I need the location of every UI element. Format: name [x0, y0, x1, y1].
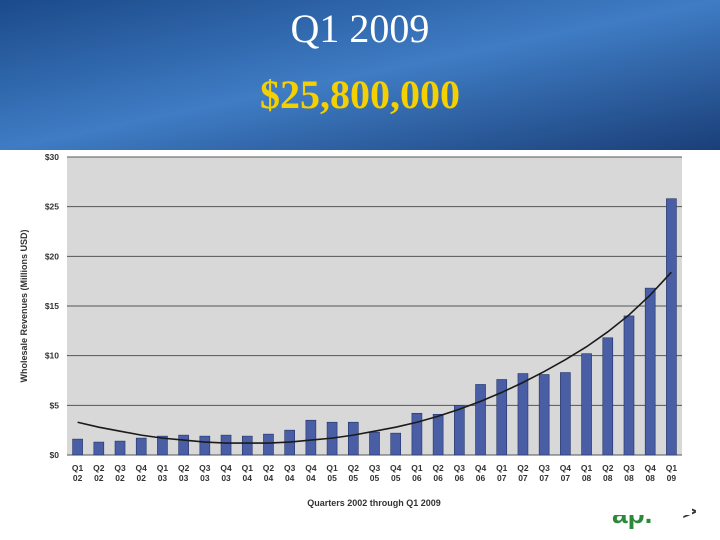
- bar: [241, 435, 253, 456]
- x-tick-label: Q3 02: [114, 463, 126, 483]
- bar: [114, 440, 126, 456]
- trend-line: [77, 271, 672, 444]
- header-band: [0, 0, 720, 150]
- y-tick-label: $0: [50, 450, 60, 460]
- bar: [411, 412, 423, 456]
- y-tick-label: $10: [45, 351, 59, 361]
- x-tick-label: Q2 03: [177, 463, 190, 483]
- x-tick-label: Q3 07: [538, 463, 550, 483]
- x-tick-label: Q2 02: [93, 463, 105, 483]
- x-tick-label: Q4 03: [220, 463, 232, 483]
- y-tick-label: $20: [45, 251, 59, 261]
- y-tick-label: $5: [50, 400, 60, 410]
- x-tick-label: Q4 06: [474, 463, 487, 483]
- x-tick-label: Q1 02: [71, 463, 84, 483]
- x-tick-label: Q1 03: [156, 463, 169, 483]
- x-tick-label: Q4 07: [559, 463, 572, 483]
- x-axis-label: Quarters 2002 through Q1 2009: [307, 498, 441, 508]
- x-tick-label: Q2 04: [262, 463, 275, 483]
- y-tick-label: $15: [45, 301, 59, 311]
- slide-subtitle: $25,800,000: [260, 72, 460, 117]
- x-tick-label: Q3 08: [623, 463, 635, 483]
- bar: [390, 432, 402, 456]
- x-tick-label: Q1 07: [496, 463, 508, 483]
- bar: [178, 434, 189, 456]
- bar: [475, 384, 486, 456]
- bar: [220, 434, 232, 456]
- bar: [623, 315, 635, 456]
- bar: [369, 431, 380, 456]
- bar: [93, 441, 105, 456]
- x-tick-label: Q4 02: [135, 463, 147, 483]
- x-tick-label: Q1 04: [241, 463, 253, 483]
- x-tick-label: Q3 04: [284, 463, 296, 483]
- bar: [581, 353, 592, 456]
- bar: [347, 421, 359, 456]
- x-tick-label: Q4 05: [390, 463, 402, 483]
- bar: [199, 435, 211, 456]
- x-tick-label: Q2 05: [347, 463, 359, 483]
- x-tick-label: Q4 08: [644, 463, 656, 483]
- bar: [432, 413, 444, 456]
- x-tick-label: Q2 06: [432, 463, 444, 483]
- bar: [560, 372, 571, 456]
- x-tick-label: Q2 08: [602, 463, 614, 483]
- bar: [666, 198, 677, 456]
- bar: [538, 374, 550, 456]
- y-tick-label: $30: [45, 152, 59, 162]
- x-tick-label: Q1 05: [326, 463, 338, 483]
- x-tick-label: Q3 05: [368, 463, 381, 483]
- bar: [72, 438, 83, 456]
- x-tick-label: Q2 07: [517, 463, 529, 483]
- bar: [454, 405, 465, 456]
- x-tick-label: Q3 06: [453, 463, 465, 483]
- x-tick-label: Q3 03: [199, 463, 211, 483]
- x-tick-label: Q1 06: [411, 463, 423, 483]
- y-tick-label: $25: [45, 202, 59, 212]
- bar: [602, 337, 614, 456]
- bar: [496, 379, 508, 456]
- bar: [517, 373, 529, 456]
- x-tick-label: Q1 09: [665, 463, 678, 483]
- bar: [644, 287, 656, 456]
- y-axis-label: Wholesale Revenues (Millions USD): [19, 229, 29, 382]
- bar: [157, 435, 168, 456]
- bar: [135, 437, 147, 456]
- x-tick-label: Q4 04: [305, 463, 317, 483]
- slide-title: Q1 2009: [291, 6, 430, 51]
- bar: [305, 419, 317, 456]
- x-tick-label: Q1 08: [580, 463, 593, 483]
- bar: [263, 433, 274, 456]
